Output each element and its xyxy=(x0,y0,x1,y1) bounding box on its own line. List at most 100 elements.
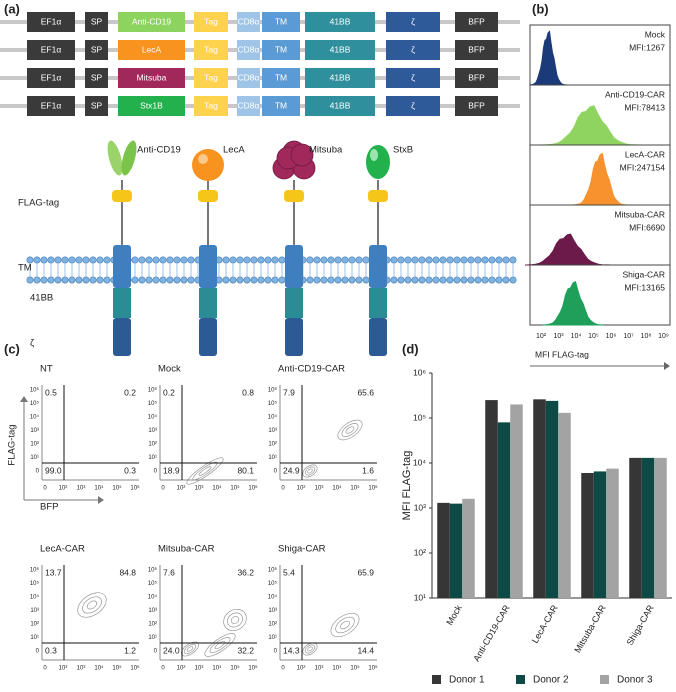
quadrant-value: 84.8 xyxy=(119,567,136,577)
construct-element xyxy=(85,12,108,32)
quadrant-value: 1.2 xyxy=(124,645,136,655)
construct-element xyxy=(386,12,440,32)
contour xyxy=(335,616,355,634)
lipid-head xyxy=(404,256,412,264)
quadrant-value: 0.3 xyxy=(124,465,136,475)
x-tick-label: 10⁴ xyxy=(212,485,222,492)
lipid-head xyxy=(173,256,181,264)
lipid-head xyxy=(243,276,251,284)
panel-label: (d) xyxy=(402,341,419,356)
bar xyxy=(606,468,619,598)
x-axis-label: MFI FLAG-tag xyxy=(535,349,589,359)
lipid-head xyxy=(138,276,146,284)
panel-label: (c) xyxy=(4,341,20,356)
construct-element-label: BFP xyxy=(468,72,485,82)
construct-element-label: TM xyxy=(275,72,287,82)
lipid-head xyxy=(411,256,419,264)
bar xyxy=(485,400,498,598)
y-tick-label: 0 xyxy=(36,649,40,655)
binder-label: StxB xyxy=(393,145,413,156)
x-tick-label: Anti-CD19-CAR xyxy=(471,603,512,663)
tm-domain xyxy=(285,245,303,288)
quadrant-value: 99.0 xyxy=(45,465,62,475)
lipid-head xyxy=(425,256,433,264)
x-tick-label: 10⁵ xyxy=(350,665,360,672)
lipid-head xyxy=(103,276,111,284)
x-tick-label: 10³ xyxy=(315,486,324,492)
sample-mfi: MFI:78413 xyxy=(624,102,665,112)
lipid-head xyxy=(33,276,41,284)
binder xyxy=(107,140,123,176)
x-tick-label: 10² xyxy=(297,486,306,492)
y-tick-label: 10⁴ xyxy=(268,594,278,601)
contour xyxy=(304,466,316,476)
lipid-head xyxy=(306,256,314,264)
plot-title: NT xyxy=(40,364,53,375)
construct-element-label: 41BB xyxy=(330,44,351,54)
histogram xyxy=(541,105,639,146)
y-tick-label: 10⁵ xyxy=(413,412,426,422)
x-tick-label: 10³ xyxy=(553,333,564,340)
y-tick-label: 10² xyxy=(148,622,157,628)
lipid-head xyxy=(341,276,349,284)
bar xyxy=(545,400,559,598)
contour xyxy=(337,419,363,441)
lipid-head xyxy=(222,276,230,284)
construct-element xyxy=(262,40,300,60)
construct-element xyxy=(237,68,260,88)
plot-title: LecA-CAR xyxy=(40,544,85,555)
y-axis-label: FLAG-tag xyxy=(7,424,18,465)
contour xyxy=(198,466,212,476)
lipid-head xyxy=(131,256,139,264)
lipid-head xyxy=(82,276,90,284)
construct-element-label: BFP xyxy=(468,100,485,110)
binder xyxy=(366,145,390,179)
flag-tag xyxy=(198,190,218,202)
lipid-head xyxy=(264,256,272,264)
lipid-head xyxy=(257,276,265,284)
bar xyxy=(654,457,667,598)
lipid-head xyxy=(47,256,55,264)
lipid-head xyxy=(481,276,489,284)
lipid-head xyxy=(75,256,83,264)
lipid-head xyxy=(397,256,405,264)
construct-element-label: Tag xyxy=(204,44,218,54)
construct-element xyxy=(262,68,300,88)
x-tick-label: 10⁹ xyxy=(658,333,669,340)
y-tick-label: 10⁴ xyxy=(268,414,278,421)
y-tick-label: 0 xyxy=(274,649,278,655)
41bb-domain xyxy=(199,288,217,318)
contour xyxy=(204,633,236,657)
construct-element xyxy=(305,12,375,32)
domain-label: TM xyxy=(18,263,32,274)
x-tick-label: 10⁴ xyxy=(571,333,582,340)
x-tick-label: 10³ xyxy=(195,666,204,672)
construct-element-label: Mitsuba xyxy=(137,72,167,82)
lipid-head xyxy=(348,256,356,264)
lipid-head xyxy=(453,276,461,284)
lipid-head xyxy=(446,276,454,284)
lipid-head xyxy=(250,256,258,264)
y-tick-label: 0 xyxy=(36,469,40,475)
lipid-head xyxy=(509,256,517,264)
construct-element-label: ζ xyxy=(411,16,415,26)
legend-label: Donor 2 xyxy=(533,675,569,686)
bar xyxy=(497,422,511,598)
construct-element-label: EF1α xyxy=(41,72,62,82)
y-tick-label: 10¹ xyxy=(148,455,157,461)
tm-domain xyxy=(369,245,387,288)
legend-label: Donor 1 xyxy=(449,675,485,686)
x-tick-label: 10⁵ xyxy=(350,485,360,492)
zeta-domain xyxy=(369,318,387,356)
lipid-head xyxy=(152,276,160,284)
lipid-head xyxy=(61,256,69,264)
lipid-head xyxy=(460,276,468,284)
y-tick-label: 10¹ xyxy=(30,635,39,641)
lipid-head xyxy=(68,276,76,284)
x-tick-label: 10³ xyxy=(77,486,86,492)
x-tick-label: Mock xyxy=(444,603,464,627)
construct-element xyxy=(194,68,228,88)
lipid-head xyxy=(236,276,244,284)
y-tick-label: 10⁴ xyxy=(30,594,40,601)
quadrant-value: 65.6 xyxy=(357,387,374,397)
